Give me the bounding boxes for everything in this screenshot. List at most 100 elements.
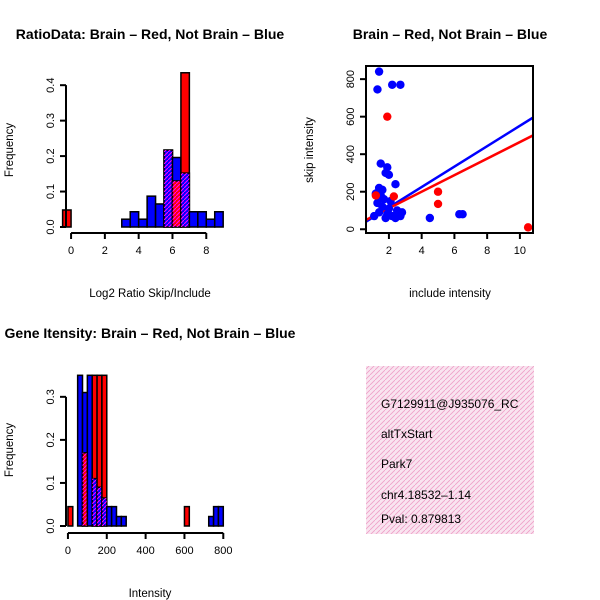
y-tick-label: 0.1	[45, 475, 57, 490]
ratio-histogram-panel: RatioData: Brain – Red, Not Brain – Blue…	[4, 26, 284, 300]
y-tick-label: 0	[345, 226, 357, 232]
info-pval: Pval: 0.879813	[381, 512, 461, 526]
hist-bar-brain	[183, 505, 191, 527]
y-tick-label: 0.3	[45, 113, 57, 128]
scatter-point-not-brain	[458, 210, 467, 219]
hist-bar-not-brain	[129, 211, 140, 228]
x-tick-label: 800	[214, 545, 232, 557]
hist-bar-not-brain	[154, 203, 165, 228]
fit-line-not-brain	[366, 116, 533, 223]
hist-bar-not-brain	[213, 211, 224, 228]
scatter-panel: Brain – Red, Not Brain – Blue 0 200 400 600…	[304, 26, 547, 300]
intensity-hist-y-axis: 0.0 0.1 0.2 0.3	[45, 389, 67, 534]
scatter-point-not-brain	[384, 170, 394, 180]
y-tick-label: 0.1	[45, 184, 57, 199]
scatter-title: Brain – Red, Not Brain – Blue	[353, 26, 548, 42]
scatter-x-axis: 2 4 6 8 10	[386, 233, 526, 257]
ratio-hist-title: RatioData: Brain – Red, Not Brain – Blue	[16, 26, 285, 42]
hist-overlap-hatch	[92, 478, 98, 526]
y-tick-label: 0.3	[45, 389, 57, 404]
x-tick-label: 10	[514, 245, 526, 257]
intensity-histogram-panel: Gene Itensity: Brain – Red, Not Brain – …	[4, 325, 296, 600]
scatter-point-not-brain	[387, 80, 397, 89]
x-tick-label: 4	[419, 245, 425, 257]
info-probe-id: G7129911@J935076_RC	[381, 397, 519, 411]
hist-bar-not-brain	[197, 211, 208, 228]
scatter-point-not-brain	[379, 195, 389, 204]
intensity-hist-x-axis: 0 200 400 600 800	[65, 532, 232, 557]
info-location: chr4.18532–1.14	[381, 488, 471, 502]
scatter-xlabel: include intensity	[409, 288, 491, 300]
y-tick-label: 600	[345, 107, 357, 125]
info-panel: G7129911@J935076_RC altTxStart Park7 chr…	[366, 366, 534, 534]
scatter-ylabel: skip intensity	[304, 117, 316, 183]
scatter-point-not-brain	[376, 159, 385, 168]
scatter-point-not-brain	[381, 213, 390, 223]
ratio-hist-y-axis: 0.0 0.1 0.2 0.3 0.4	[45, 78, 67, 235]
x-tick-label: 2	[102, 245, 108, 257]
scatter-point-not-brain	[374, 67, 384, 76]
scatter-point-not-brain	[373, 85, 382, 94]
y-tick-label: 0.4	[45, 78, 57, 93]
ratio-hist-bars	[61, 72, 224, 228]
intensity-hist-title: Gene Itensity: Brain – Red, Not Brain – …	[5, 325, 296, 341]
hist-bar-not-brain	[121, 218, 131, 228]
scatter-fit-lines	[366, 116, 533, 223]
hist-overlap-hatch	[101, 498, 107, 526]
scatter-point-brain	[371, 191, 381, 200]
info-event-type: altTxStart	[381, 427, 433, 441]
scatter-point-brain	[383, 112, 392, 121]
hist-bar-brain	[67, 505, 74, 527]
scatter-point-not-brain	[396, 211, 405, 221]
scatter-point-not-brain	[425, 213, 435, 223]
y-tick-label: 0.2	[45, 432, 57, 447]
hist-overlap-hatch	[164, 150, 173, 227]
intensity-hist-xlabel: Intensity	[129, 588, 172, 600]
x-tick-label: 200	[98, 545, 116, 557]
hist-overlap-hatch	[82, 452, 88, 526]
hist-bar-not-brain	[120, 515, 127, 527]
x-tick-label: 2	[386, 245, 392, 257]
scatter-point-brain	[433, 187, 443, 196]
x-tick-label: 6	[169, 245, 175, 257]
y-tick-label: 0.0	[45, 219, 57, 234]
hist-overlap-hatch	[97, 487, 102, 526]
scatter-points	[369, 67, 533, 232]
y-tick-label: 800	[345, 70, 357, 88]
x-tick-label: 6	[451, 245, 457, 257]
scatter-y-axis: 0 200 400 600 800	[345, 70, 366, 232]
info-panel-background	[366, 366, 534, 534]
x-tick-label: 0	[65, 545, 71, 557]
scatter-point-not-brain	[369, 211, 379, 221]
hist-bar-not-brain	[205, 218, 216, 228]
intensity-hist-bars	[67, 374, 225, 527]
x-tick-label: 600	[175, 545, 193, 557]
y-tick-label: 0.0	[45, 518, 57, 533]
y-tick-label: 200	[345, 183, 357, 201]
hist-bar-not-brain	[146, 195, 157, 228]
hist-overlap-hatch	[180, 173, 190, 227]
scatter-point-brain	[523, 223, 533, 232]
intensity-hist-ylabel: Frequency	[4, 423, 16, 478]
ratio-hist-xlabel: Log2 Ratio Skip/Include	[89, 288, 210, 300]
ratio-hist-x-axis: 0 2 4 6 8	[68, 232, 209, 257]
x-tick-label: 4	[136, 245, 142, 257]
x-tick-label: 8	[203, 245, 209, 257]
info-gene-name: Park7	[381, 457, 413, 471]
ratio-hist-ylabel: Frequency	[4, 123, 16, 178]
scatter-point-not-brain	[396, 80, 405, 89]
y-tick-label: 400	[345, 145, 357, 163]
scatter-frame	[365, 65, 534, 234]
x-tick-label: 8	[484, 245, 490, 257]
hist-bar-not-brain	[137, 218, 148, 228]
scatter-point-not-brain	[391, 180, 400, 189]
hist-bar-not-brain	[188, 211, 199, 228]
y-tick-label: 0.2	[45, 148, 57, 163]
hist-overlap-hatch	[172, 180, 181, 227]
x-tick-label: 0	[68, 245, 74, 257]
scatter-point-brain	[389, 192, 399, 201]
hist-bar-not-brain	[217, 505, 225, 527]
x-tick-label: 400	[136, 545, 154, 557]
fit-line-brain	[366, 134, 533, 221]
